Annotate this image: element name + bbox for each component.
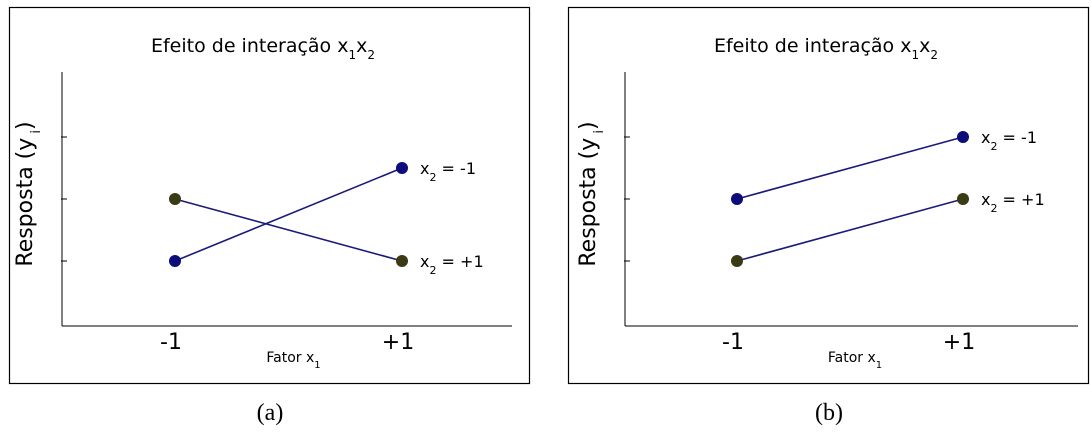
x-tick-label: +1 [943, 330, 975, 355]
panel-caption: (a) [257, 400, 284, 426]
data-point [957, 193, 969, 205]
data-point [396, 255, 408, 267]
y-axis-label: Resposta (y i) [576, 121, 607, 266]
series-2: x2 = +1 [169, 193, 484, 277]
series-1: x2 = -1 [731, 128, 1037, 205]
series-2: x2 = +1 [731, 190, 1045, 267]
series-label: x2 = +1 [981, 190, 1045, 215]
series-line [736, 136, 964, 200]
x-tick-label: -1 [160, 330, 182, 355]
series-1: x2 = -1 [169, 159, 476, 267]
panel-frame [567, 6, 1090, 385]
chart-panel-b: Efeito de interação x1x2 Resposta (y i) -1… [567, 6, 1090, 385]
data-point [396, 162, 408, 174]
x-tick-label: -1 [722, 330, 744, 355]
series-line [736, 198, 964, 262]
data-point [731, 193, 743, 205]
series-label: x2 = +1 [420, 252, 484, 277]
series-line [174, 198, 403, 262]
x-tick-label: +1 [382, 330, 414, 355]
series-line [174, 167, 403, 262]
chart-panel-a: Efeito de interação x1x2 Resposta (y i) -1… [8, 6, 531, 385]
series-label: x2 = -1 [420, 159, 476, 184]
data-point [169, 255, 181, 267]
data-point [957, 131, 969, 143]
x-axis-label: Fator x1 [266, 350, 320, 371]
y-axis-label: Resposta (y i) [13, 121, 44, 266]
panel-frame [8, 6, 531, 385]
data-point [169, 193, 181, 205]
data-point [731, 255, 743, 267]
panel-caption: (b) [815, 400, 843, 426]
series-label: x2 = -1 [981, 128, 1037, 153]
x-axis-label: Fator x1 [828, 350, 882, 371]
chart-title: Efeito de interação x1x2 [714, 35, 938, 62]
chart-title: Efeito de interação x1x2 [151, 35, 375, 62]
